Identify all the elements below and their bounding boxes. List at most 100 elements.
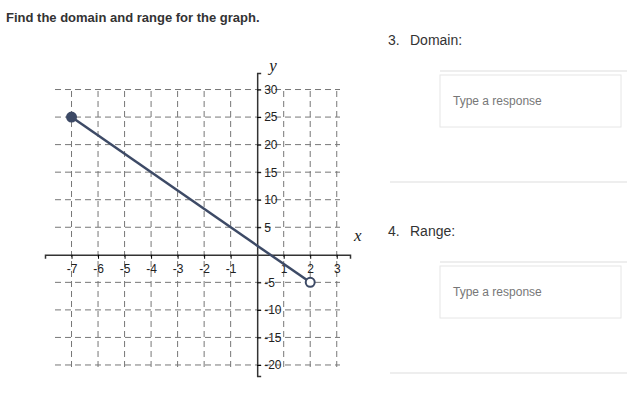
grid-line-x [71,91,72,370]
y-tick: 10 [257,193,278,207]
x-tick: -6 [93,255,104,276]
x-tick-mark [310,255,311,259]
y-tick-mark [257,90,261,91]
grid-line-y [55,364,340,365]
x-tick-label: -7 [67,262,78,276]
grid-line-x [336,91,337,370]
y-tick-label: 10 [264,193,278,207]
question-number: 4. [388,223,400,239]
y-tick-mark [257,337,261,338]
y-tick-mark [257,117,261,118]
marks [67,113,315,287]
x-tick-label: 3 [334,262,341,276]
y-tick: -10 [257,303,282,317]
grid-line-y [55,117,340,118]
x-axis: -7-6-5-4-3-2-1123 [46,255,351,276]
grid-line-x [230,91,231,370]
x-tick-label: 2 [307,262,314,276]
y-tick: 25 [257,110,278,124]
y-tick-mark [257,310,261,311]
grid-line-y [55,89,340,90]
grid-line-x [204,91,205,370]
x-tick: -3 [173,255,184,276]
closed-endpoint [67,113,76,122]
x-tick-mark [125,255,126,259]
y-tick: 20 [257,138,278,152]
y-tick-mark [257,365,261,366]
grid-line-x [177,91,178,370]
x-tick-mark [284,255,285,259]
y-axis-line [258,74,262,377]
y-tick: 5 [257,221,271,235]
y-tick: -20 [257,358,282,372]
x-tick-label: -4 [146,262,157,276]
response-box[interactable] [440,266,621,318]
x-tick-mark [178,255,179,259]
y-tick-label: 30 [264,83,278,97]
y-tick-label: 15 [264,166,278,180]
open-endpoint [306,278,315,287]
y-tick: 15 [257,166,278,180]
y-axis: -20 -15 -10 -5 5 10 15 20 25 30 [257,74,282,377]
y-tick-label: -10 [264,303,282,317]
y-tick-mark [257,145,261,146]
question-label: Domain: [410,32,462,48]
grid-line-y [55,282,340,283]
grid-line-x [98,91,99,370]
separator [390,373,627,374]
x-tick-label: -1 [226,262,237,276]
x-tick-mark [204,255,205,259]
x-tick-mark [72,255,73,259]
page: Find the domain and range for the graph.… [0,0,627,414]
plot: -7-6-5-4-3-2-1123-20-15-10-551015202530 [46,74,351,377]
x-tick: -2 [199,255,210,276]
y-tick-label: -15 [264,331,282,345]
grid-line-x [310,91,311,370]
y-tick-label: 5 [264,221,271,235]
grid-line-y [55,227,340,228]
x-tick-mark [231,255,232,259]
x-tick-mark [151,255,152,259]
x-tick: -1 [226,255,237,276]
grid-line-y [55,144,340,145]
y-tick-mark [257,227,261,228]
grid-line-y [55,337,340,338]
y-tick-label: 20 [264,138,278,152]
separator [440,262,627,263]
x-axis-line [46,255,351,258]
x-axis-title: x [353,226,362,245]
x-tick-label: -5 [120,262,131,276]
x-tick-label: -6 [93,262,104,276]
grid-line-y [55,199,340,200]
y-tick-label: -5 [264,276,275,290]
question-number: 3. [388,32,400,48]
y-tick-mark [257,282,261,283]
y-tick-mark [257,172,261,173]
response-box[interactable] [440,75,621,127]
x-tick-label: -3 [173,262,184,276]
response-placeholder: Type a response [453,285,542,299]
x-tick: -7 [67,255,78,276]
y-tick-mark [257,200,261,201]
separator [440,71,627,72]
x-tick: 2 [307,255,314,276]
y-tick: -5 [257,276,275,290]
title: Find the domain and range for the graph. [6,10,260,25]
y-tick-label: 25 [264,110,278,124]
grid [55,90,340,370]
grid-line-x [283,91,284,370]
y-tick-label: -20 [264,358,282,372]
x-tick-mark [337,255,338,259]
x-tick: 3 [334,255,341,276]
x-tick-label: -2 [199,262,210,276]
question-label: Range: [410,223,455,239]
grid-line-x [124,91,125,370]
y-tick: 30 [257,83,278,97]
y-axis-title: y [267,56,277,75]
grid-line-y [55,172,340,173]
x-tick: -4 [146,255,157,276]
x-tick-mark [98,255,99,259]
grid-line-x [151,91,152,370]
separator [390,182,627,183]
grid-line-y [55,309,340,310]
